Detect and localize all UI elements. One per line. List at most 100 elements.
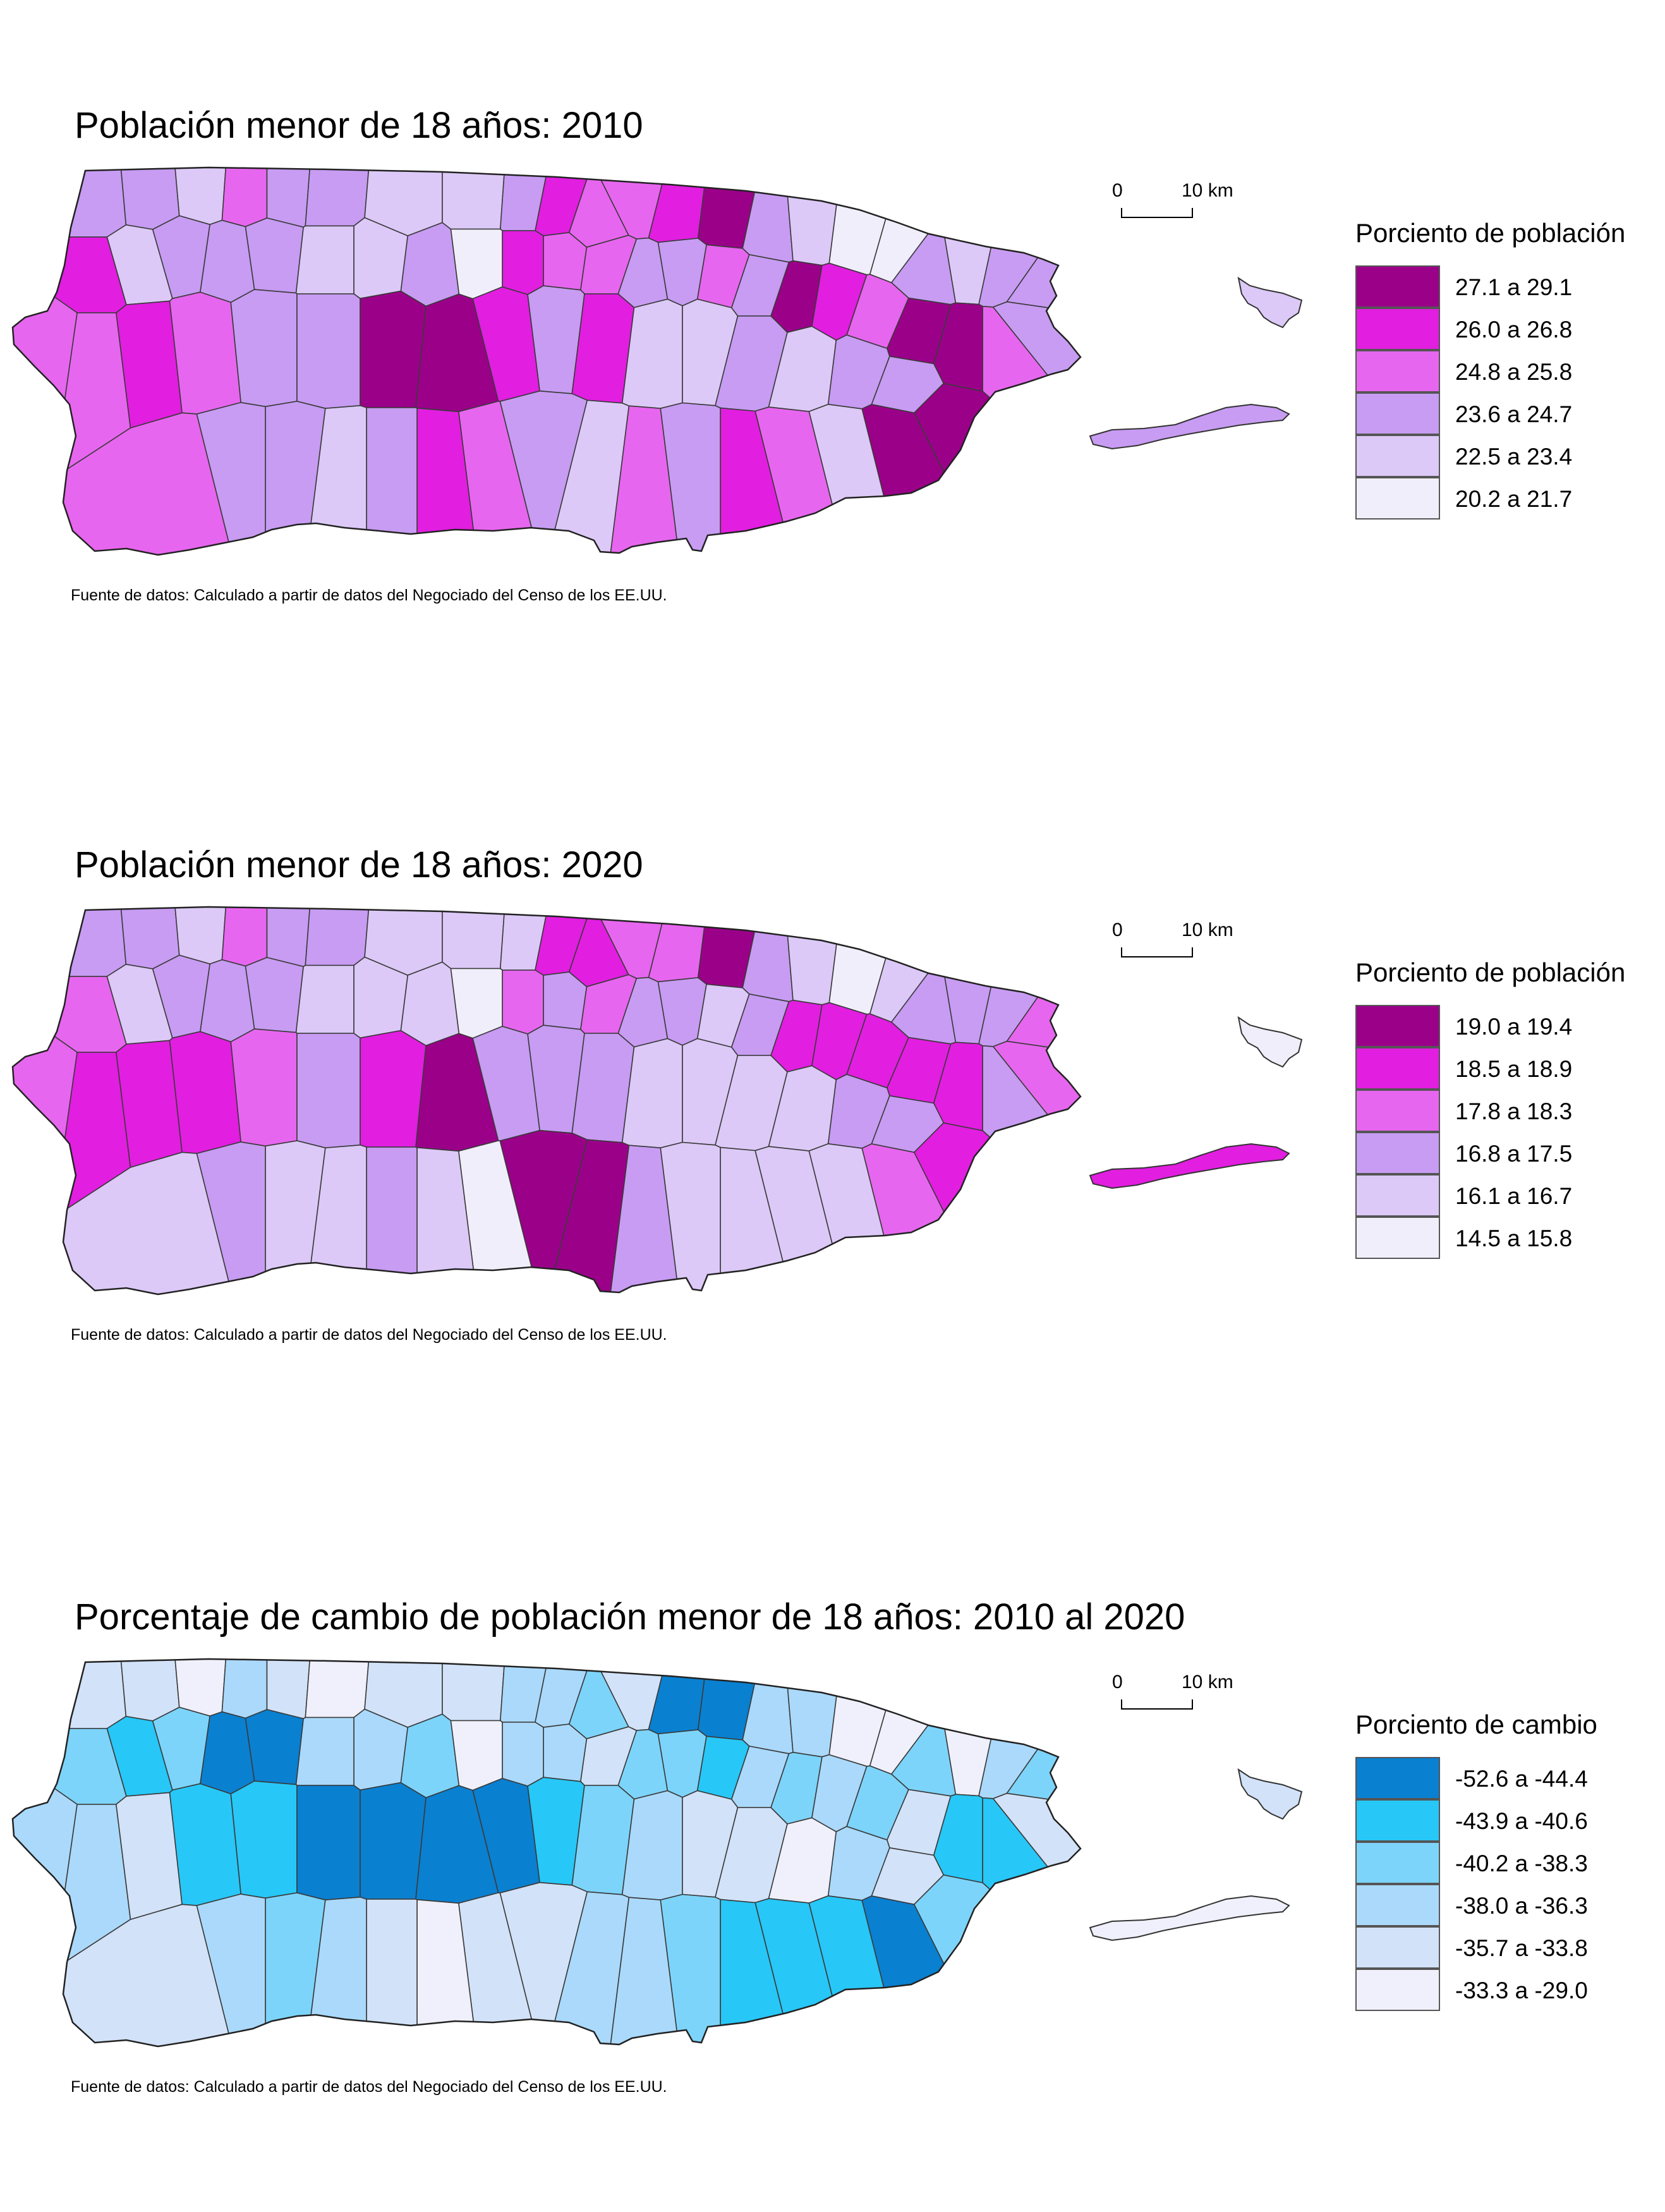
data-source-note: Fuente de datos: Calculado a partir de d…: [71, 1326, 667, 1344]
legend-item: 20.2 a 21.7: [1355, 477, 1652, 520]
municipio-cell: [502, 1722, 544, 1787]
legend-item: 24.8 a 25.8: [1355, 350, 1652, 393]
legend-item: 17.8 a 18.3: [1355, 1090, 1652, 1133]
legend-label: 17.8 a 18.3: [1455, 1098, 1573, 1124]
municipio-cell: [992, 1040, 1081, 1229]
municipio-cell: [221, 907, 268, 967]
municipio-cell: [169, 1031, 242, 1154]
legend-label: -40.2 a -38.3: [1455, 1850, 1588, 1876]
municipio-cell: [913, 382, 1081, 555]
legend-label: 19.0 a 19.4: [1455, 1013, 1573, 1040]
municipio-cell: [230, 1780, 298, 1899]
map-title: Población menor de 18 años: 2010: [75, 105, 643, 146]
municipio-cell: [296, 1033, 361, 1149]
scale-label-zero: 0: [1112, 920, 1123, 940]
municipio-cell: [502, 230, 544, 295]
vieques-island: [1089, 1895, 1290, 1942]
culebra-island: [1237, 1016, 1303, 1068]
municipio-cell: [245, 957, 304, 1033]
municipio-cell: [245, 217, 304, 294]
legend-label: -52.6 a -44.4: [1455, 1765, 1588, 1792]
data-source-note: Fuente de datos: Calculado a partir de d…: [71, 2078, 667, 2096]
municipio-cell: [543, 232, 588, 291]
scale-label-zero: 0: [1112, 180, 1123, 201]
scale-bar-line: [1121, 1699, 1193, 1710]
legend-item: 16.1 a 16.7: [1355, 1174, 1652, 1217]
legend-label: 27.1 a 29.1: [1455, 274, 1573, 300]
choropleth-map: [11, 166, 1303, 556]
municipio-cell: [119, 907, 180, 969]
municipio-cell: [305, 1659, 371, 1718]
legend-swatch: [1355, 265, 1440, 308]
culebra-island: [1237, 276, 1303, 329]
legend-label: -35.7 a -33.8: [1455, 1935, 1588, 1961]
map-legend: Porciento de cambio -52.6 a -44.4 -43.9 a…: [1355, 1710, 1652, 2012]
legend-title: Porciento de población: [1355, 218, 1626, 248]
legend-swatch: [1355, 1799, 1440, 1842]
legend-item: -52.6 a -44.4: [1355, 1757, 1652, 1800]
legend-swatch: [1355, 1217, 1440, 1259]
legend-label: 18.5 a 18.9: [1455, 1055, 1573, 1082]
legend-label: 26.0 a 26.8: [1455, 316, 1573, 343]
map-panel-change: Porcentaje de cambio de población menor …: [0, 1492, 1665, 2212]
scale-bar: 0 10 km: [1112, 180, 1233, 224]
municipio-cell: [173, 1659, 227, 1717]
municipio-cell: [119, 167, 180, 230]
municipio-cell: [305, 167, 371, 227]
legend-swatch: [1355, 1884, 1440, 1926]
municipio-cell: [13, 976, 127, 1053]
municipio-cell: [543, 971, 588, 1030]
municipio-cell: [442, 1659, 507, 1722]
legend-swatch: [1355, 1926, 1440, 1969]
legend-label: 24.8 a 25.8: [1455, 358, 1573, 385]
municipio-cell: [296, 293, 361, 410]
municipio-cell: [1005, 907, 1081, 1061]
choropleth-map: [11, 906, 1303, 1296]
municipio-cell: [360, 1030, 427, 1148]
municipio-cell: [245, 1709, 304, 1785]
municipio-cell: [13, 907, 127, 977]
legend-label: 22.5 a 23.4: [1455, 443, 1573, 470]
data-source-note: Fuente de datos: Calculado a partir de d…: [71, 586, 667, 604]
municipio-cell: [295, 225, 354, 295]
scale-label-ten-km: 10 km: [1182, 1672, 1233, 1692]
scale-bar-line: [1121, 947, 1193, 957]
scale-label-ten-km: 10 km: [1182, 920, 1233, 940]
municipio-cell: [442, 167, 507, 230]
legend-item: 14.5 a 15.8: [1355, 1217, 1652, 1260]
legend-title: Porciento de cambio: [1355, 1710, 1597, 1739]
municipio-cell: [366, 1899, 418, 2046]
municipio-cell: [230, 289, 298, 408]
legend-swatch: [1355, 1047, 1440, 1090]
municipio-cell: [360, 1782, 427, 1900]
municipio-cell: [360, 290, 427, 408]
legend-item: -33.3 a -29.0: [1355, 1969, 1652, 2012]
municipio-cell: [266, 1659, 312, 1720]
municipio-cell: [400, 961, 460, 1047]
municipio-cell: [221, 1659, 268, 1719]
map-panel-2010: Población menor de 18 años: 2010 0 10 km…: [0, 0, 1665, 720]
legend-swatch: [1355, 1132, 1440, 1174]
municipio-cell: [913, 1874, 1081, 2046]
municipio-cell: [295, 964, 354, 1034]
vieques-island: [1089, 1143, 1290, 1189]
legend-item: 22.5 a 23.4: [1355, 435, 1652, 478]
municipio-cell: [295, 1717, 354, 1786]
municipio-cell: [502, 969, 544, 1035]
legend-swatch: [1355, 392, 1440, 435]
legend-swatch: [1355, 1757, 1440, 1799]
legend-swatch: [1355, 1174, 1440, 1217]
municipio-cell: [1005, 167, 1081, 322]
legend-swatch: [1355, 1842, 1440, 1884]
scale-bar: 0 10 km: [1112, 920, 1233, 964]
legend-swatch: [1355, 1969, 1440, 2011]
legend-swatch: [1355, 1090, 1440, 1132]
vieques-island: [1089, 403, 1290, 450]
map-panel-2020: Población menor de 18 años: 2020 0 10 km…: [0, 739, 1665, 1460]
legend-item: -35.7 a -33.8: [1355, 1926, 1652, 1969]
legend-item: 23.6 a 24.7: [1355, 392, 1652, 435]
municipio-cell: [266, 167, 312, 228]
municipio-cell: [442, 907, 507, 969]
scale-label-zero: 0: [1112, 1672, 1123, 1692]
legend-label: -38.0 a -36.3: [1455, 1892, 1588, 1919]
